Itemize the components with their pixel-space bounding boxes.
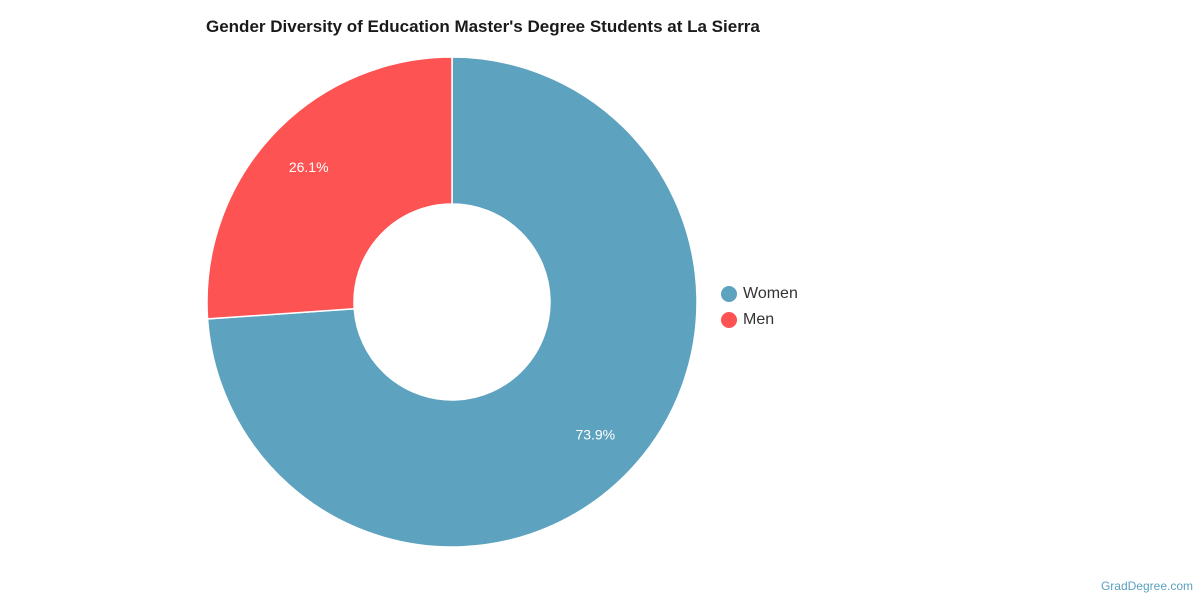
data-label-women: 73.9% <box>575 426 615 442</box>
legend-swatch-icon <box>721 286 737 302</box>
chart-title: Gender Diversity of Education Master's D… <box>206 17 760 36</box>
legend-swatch-icon <box>721 312 737 328</box>
credit-link[interactable]: GradDegree.com <box>1100 579 1193 593</box>
slice-men[interactable] <box>206 56 453 320</box>
legend-label: Women <box>743 285 798 302</box>
legend-item-men[interactable]: Men <box>721 307 798 333</box>
legend: Women Men <box>721 281 798 333</box>
data-label-men: 26.1% <box>289 159 329 175</box>
slice-women[interactable] <box>206 56 698 548</box>
legend-label: Men <box>743 311 775 328</box>
legend-item-women[interactable]: Women <box>721 281 798 307</box>
